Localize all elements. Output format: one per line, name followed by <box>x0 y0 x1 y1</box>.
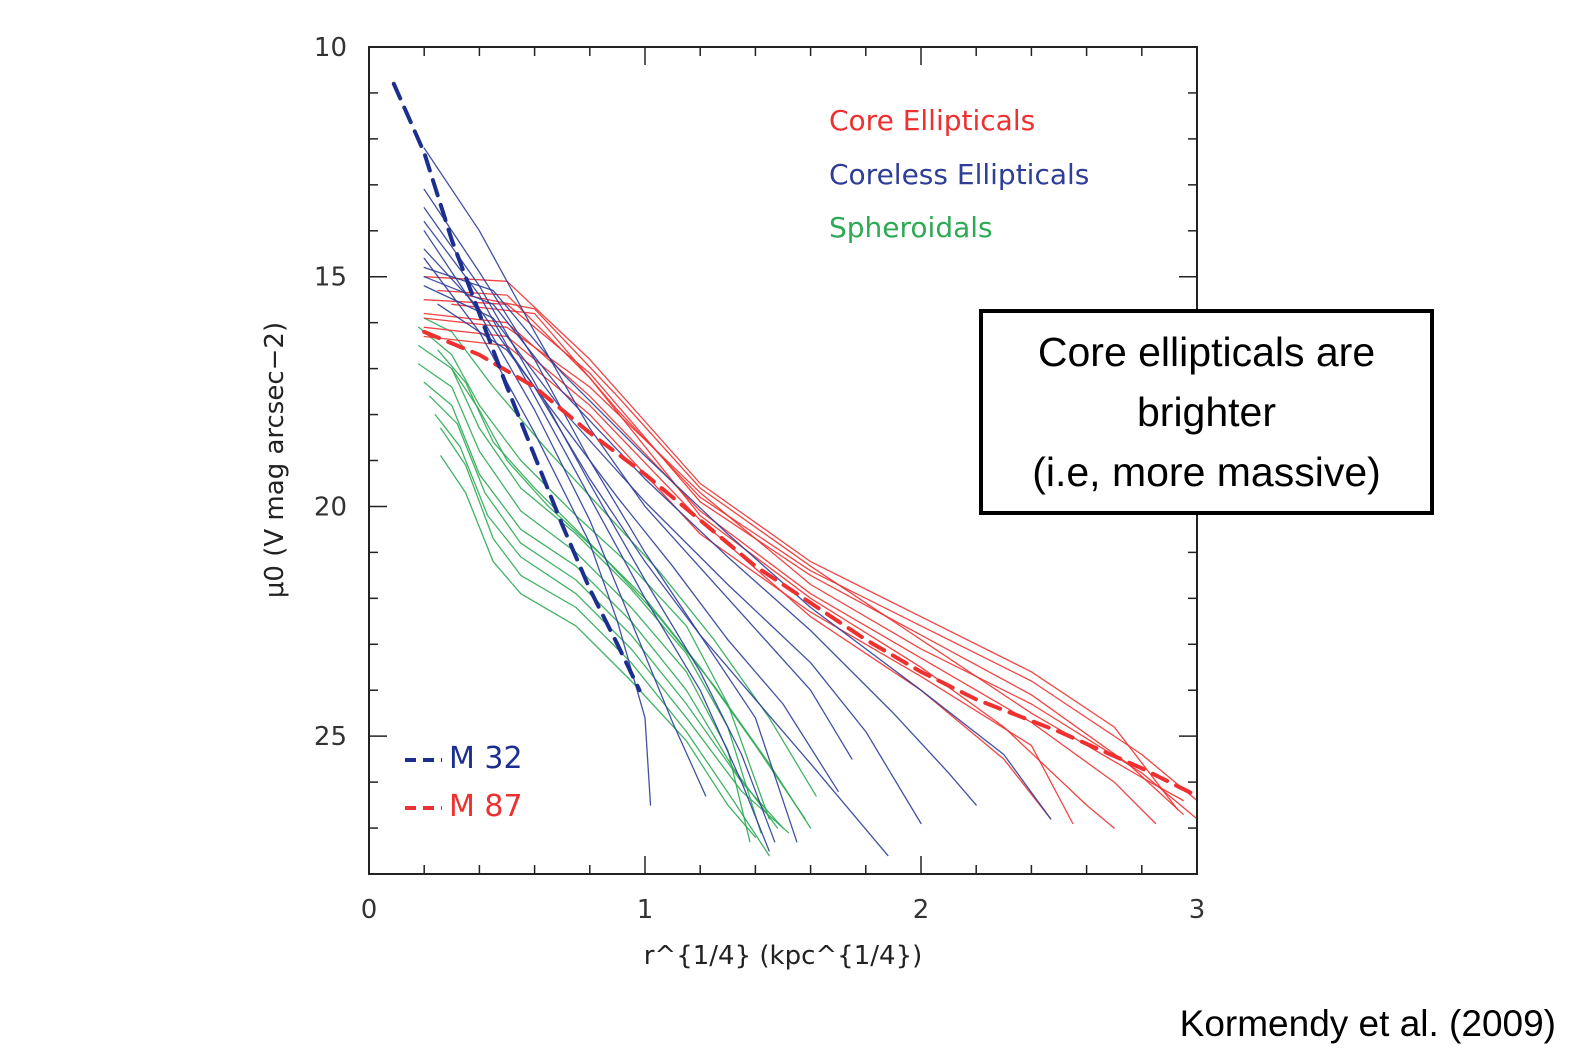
coreless-profile-1 <box>423 147 853 760</box>
coreless-profile-8 <box>423 285 922 825</box>
x-tick-label: 0 <box>361 895 378 925</box>
y-tick-label: 15 <box>314 263 347 293</box>
key-m32-label: M 32 <box>449 741 523 776</box>
spheroidal-profile-7 <box>440 427 770 857</box>
coreless-profile-7 <box>423 276 977 806</box>
coreless-profile-11 <box>423 220 770 852</box>
m87-profile <box>422 329 1197 798</box>
callout-text: Core ellipticals are brighter (i.e, more… <box>1032 322 1381 502</box>
core-profile-9 <box>423 317 1197 820</box>
spheroidal-profile-4 <box>423 381 779 829</box>
legend-core-ellipticals: Core Ellipticals <box>829 104 1035 137</box>
core-profile-2 <box>423 299 1184 815</box>
spheroidal-profile-11 <box>451 367 812 829</box>
core-profile-1 <box>423 276 1179 811</box>
callout-line-3: (i.e, more massive) <box>1032 449 1381 495</box>
legend-coreless-ellipticals: Coreless Ellipticals <box>829 158 1089 191</box>
citation: Kormendy et al. (2009) <box>1179 1003 1556 1044</box>
y-tick-label: 25 <box>314 722 347 752</box>
spheroidal-profile-10 <box>423 317 817 797</box>
x-axis-label: r^{1/4} (kpc^{1/4}) <box>644 941 923 971</box>
callout-box: Core ellipticals are brighter (i.e, more… <box>979 309 1434 515</box>
core-profile-7 <box>423 326 1052 820</box>
core-profile-8 <box>464 294 1184 802</box>
core-profile-6 <box>451 303 1197 802</box>
y-tick-label: 10 <box>314 33 347 63</box>
key-m87-label: M 87 <box>449 789 523 824</box>
y-axis-label: μ0 (V mag arcsec−2) <box>260 322 290 598</box>
series-layer <box>391 81 1197 857</box>
tick-labels: 0 1 2 3 10 15 20 25 <box>314 33 1205 925</box>
x-tick-label: 1 <box>637 895 654 925</box>
spheroidal-profile-8 <box>440 455 757 838</box>
coreless-profile-2 <box>423 188 798 843</box>
m32-profile <box>391 81 642 693</box>
coreless-profile-6 <box>423 266 1052 820</box>
callout-line-2: brighter <box>1136 389 1276 435</box>
x-tick-label: 3 <box>1189 895 1206 925</box>
coreless-profile-9 <box>423 248 889 857</box>
y-tick-label: 20 <box>314 492 347 522</box>
x-tick-label: 2 <box>913 895 930 925</box>
legend-spheroidals: Spheroidals <box>829 211 993 244</box>
core-profile-5 <box>437 289 1115 829</box>
spheroidal-profile-2 <box>418 344 762 834</box>
spheroidal-profile-6 <box>434 413 790 834</box>
callout-line-1: Core ellipticals are <box>1037 329 1376 375</box>
spheroidal-profile-5 <box>429 395 784 829</box>
